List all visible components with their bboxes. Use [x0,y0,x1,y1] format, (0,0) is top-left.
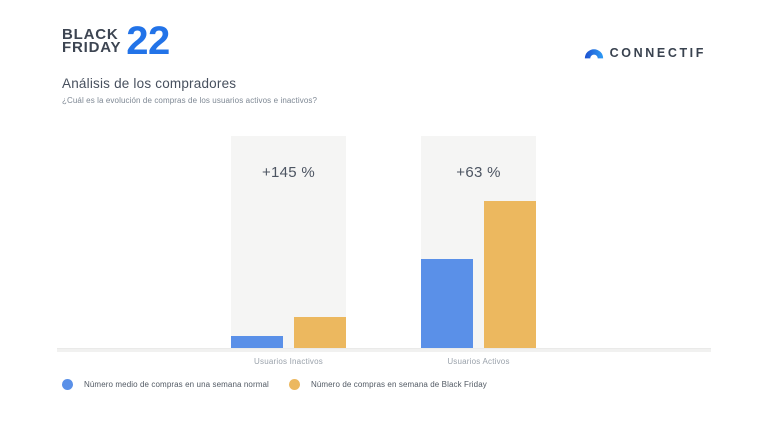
bars-inactivos [231,136,346,348]
black-friday-wordmark: BLACK FRIDAY [62,26,122,56]
black-friday-logo: BLACK FRIDAY 22 [62,19,170,63]
bar-normal-week-inactivos [231,336,283,348]
bar-chart: +145 % +63 % Usuarios Inactivos Usuarios… [57,136,711,372]
page-subtitle: ¿Cuál es la evolución de compras de los … [62,96,318,105]
legend-label-normal-week: Número medio de compras en una semana no… [84,380,269,389]
legend-label-black-friday: Número de compras en semana de Black Fri… [310,380,487,389]
page-title: Análisis de los compradores [62,76,237,91]
bars-activos [421,136,536,348]
connectif-arc-icon [584,49,603,59]
legend-dot-orange [288,379,300,390]
chart-legend: Número medio de compras en una semana no… [62,379,487,390]
legend-dot-blue [62,379,73,390]
category-label-activos: Usuarios Activos [447,357,510,366]
chart-baseline [57,348,711,352]
category-label-inactivos: Usuarios Inactivos [254,357,323,366]
growth-label-activos: +63 % [456,164,501,181]
connectif-wordmark: CONNECTIF [609,46,706,60]
legend-item-black-friday: Número de compras en semana de Black Fri… [288,379,487,390]
growth-label-inactivos: +145 % [261,164,316,181]
chart-group-activos: +63 % [421,136,536,348]
chart-group-inactivos: +145 % [231,136,346,348]
connectif-logo: CONNECTIF [584,46,706,60]
logo-year: 22 [126,19,170,63]
title-block: Análisis de los compradores ¿Cuál es la … [62,76,317,105]
bar-black-friday-activos [484,200,536,348]
bar-normal-week-activos [421,258,473,348]
legend-item-normal-week: Número medio de compras en una semana no… [62,379,269,390]
bar-black-friday-inactivos [294,316,346,348]
logo-line-black: BLACK [62,26,119,43]
logo-line-friday: FRIDAY [62,38,122,56]
